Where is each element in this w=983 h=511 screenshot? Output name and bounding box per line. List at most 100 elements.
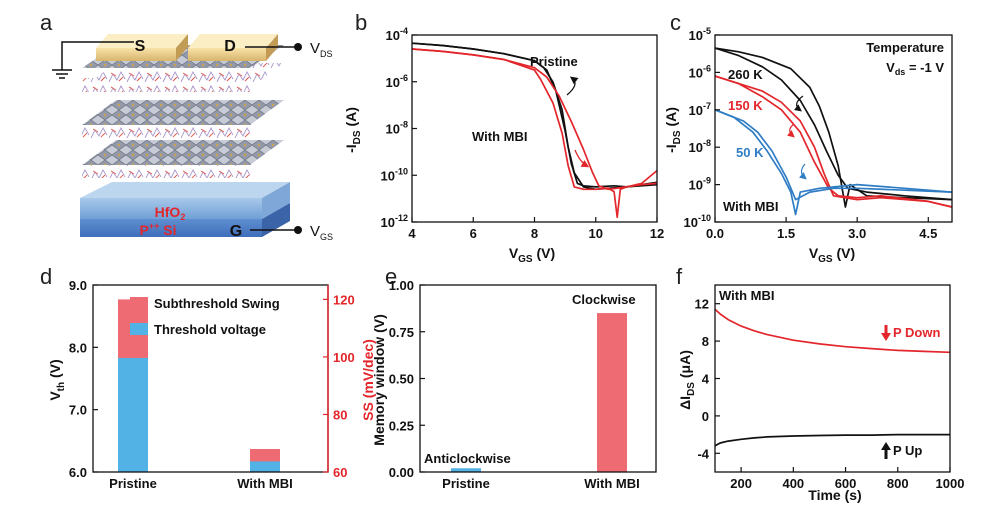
- c-plot-area: 0.0 1.5 3.0 4.5 10-5 10-6 10-7 10-8 10-9 10-10: [684, 26, 953, 241]
- vds-terminal-icon: [294, 43, 302, 51]
- b-sweep-arrow-red-icon: [574, 149, 590, 168]
- f-annotation-p-up: P Up: [893, 443, 922, 458]
- oxide-label: HfO2: [155, 204, 186, 222]
- f-annotation-with-mbi: With MBI: [719, 288, 774, 303]
- c-arrow-50k-icon: [799, 163, 807, 180]
- gate-stack: [80, 182, 290, 237]
- b-xtick-label: 12: [650, 226, 664, 241]
- b-sweep-arrow-icon: [566, 76, 579, 96]
- drain-label: D: [224, 38, 236, 55]
- c-label-50k: 50 K: [736, 145, 764, 160]
- d-y2tick-label: 80: [333, 407, 347, 422]
- e-plot-area: Pristine With MBI 0.00 0.25 0.50 0.75 1.00: [389, 278, 657, 491]
- gate-label: G: [230, 223, 242, 240]
- f-ytick-label: 8: [702, 334, 709, 349]
- f-annotation-p-down: P Down: [893, 325, 940, 340]
- f-xtick-label: 1000: [936, 476, 965, 491]
- c-xtick-label: 4.5: [919, 226, 937, 241]
- d-ytick-label: 6.0: [69, 465, 87, 480]
- d-bar-vth-1: [250, 461, 280, 472]
- c-label-150k: 150 K: [728, 98, 763, 113]
- d-y2tick-label: 120: [333, 292, 355, 307]
- panel-d-vth-ss-bars: d Pristine With MBI 6.0 7.0 8.0 9.0 60 80 100 120…: [40, 264, 376, 491]
- substrate-label: P++ Si: [140, 221, 177, 238]
- b-xtick-label: 10: [589, 226, 603, 241]
- e-ytick-label: 0.25: [389, 418, 414, 433]
- b-xlabel: VGS (V): [509, 245, 555, 265]
- e-ylabel: Memory window (V): [371, 314, 387, 445]
- b-ytick-label: 10-6: [386, 73, 408, 90]
- c-ytick-label: 10-7: [689, 101, 711, 118]
- d-legend-swatch-ss: [130, 297, 148, 309]
- panel-b-transfer-curves: b 4 6 8 10 12 10-4 10-6 10-8 10-10 10-12 Pristine…: [343, 10, 664, 265]
- panel-letter-f: f: [676, 264, 683, 289]
- e-ytick-label: 1.00: [389, 278, 414, 293]
- e-ytick-label: 0.00: [389, 465, 414, 480]
- b-xtick-label: 4: [408, 226, 416, 241]
- f-xtick-label: 400: [782, 476, 804, 491]
- vgs-terminal-icon: [294, 226, 302, 234]
- c-series-4: [714, 109, 953, 216]
- panel-letter-a: a: [40, 10, 53, 35]
- e-bar-1: [597, 313, 627, 472]
- c-annotation-vds: Vds = -1 V: [886, 60, 944, 77]
- c-ylabel: -IDS (A): [663, 107, 683, 153]
- b-series-3: [411, 48, 658, 219]
- hfo2-layer: [80, 198, 262, 219]
- panel-f-retention: f 200 400 600 800 1000 -4 0 4 8 12 With MBI P Dow…: [676, 264, 964, 503]
- source-label: S: [135, 38, 146, 55]
- c-series-1: [714, 47, 953, 208]
- b-xtick-label: 8: [531, 226, 538, 241]
- f-ytick-label: 4: [702, 372, 710, 387]
- f-xtick-label: 800: [887, 476, 909, 491]
- c-ytick-label: 10-10: [684, 213, 711, 230]
- b-annotation-pristine: Pristine: [530, 54, 578, 69]
- c-label-260k: 260 K: [728, 67, 763, 82]
- e-category-label: Pristine: [442, 476, 490, 491]
- c-arrow-260k-icon: [794, 95, 804, 112]
- f-ylabel: ΔIDS (μA): [677, 350, 697, 410]
- panel-a-schematic: a S D: [40, 10, 333, 242]
- ground-wire: [61, 41, 134, 70]
- e-bar-0: [451, 468, 481, 472]
- f-series-0: [714, 308, 951, 354]
- panel-letter-b: b: [355, 10, 367, 35]
- c-series-5: [714, 109, 953, 201]
- d-ytick-label: 8.0: [69, 340, 87, 355]
- c-xtick-label: 1.5: [777, 226, 795, 241]
- c-frame: [714, 34, 953, 223]
- perovskite-layers: [82, 45, 284, 178]
- d-bar-vth-0: [118, 357, 148, 472]
- d-y2tick-label: 60: [333, 465, 347, 480]
- b-ytick-label: 10-10: [381, 166, 408, 183]
- f-arrow-down-icon: [881, 333, 891, 341]
- panel-e-memory-window-bars: e Pristine With MBI 0.00 0.25 0.50 0.75 1.00 A…: [371, 264, 657, 491]
- e-ytick-label: 0.75: [389, 325, 414, 340]
- b-xtick-label: 6: [470, 226, 477, 241]
- c-ytick-label: 10-8: [689, 138, 711, 155]
- b-ytick-label: 10-12: [381, 213, 408, 230]
- d-legend-swatch-vth: [130, 323, 148, 335]
- f-xtick-label: 600: [835, 476, 857, 491]
- d-category-label: With MBI: [237, 476, 292, 491]
- d-legend-vth: Threshold voltage: [154, 322, 266, 337]
- d-ytick-label: 9.0: [69, 278, 87, 293]
- panel-letter-c: c: [670, 10, 681, 35]
- e-ytick-label: 0.50: [389, 372, 414, 387]
- f-plot-area: 200 400 600 800 1000 -4 0 4 8 12: [695, 284, 965, 491]
- f-ytick-label: 12: [695, 297, 709, 312]
- b-annotation-with-mbi: With MBI: [472, 129, 527, 144]
- c-xtick-label: 0.0: [706, 226, 724, 241]
- f-ytick-label: 0: [702, 409, 709, 424]
- si-substrate: [80, 219, 262, 237]
- d-y2tick-label: 100: [333, 350, 355, 365]
- c-xlabel: VGS (V): [809, 245, 855, 265]
- f-xlabel: Time (s): [808, 487, 861, 503]
- c-series-2: [714, 75, 953, 208]
- ground-icon: [52, 69, 72, 79]
- d-plot-area: Pristine With MBI 6.0 7.0 8.0 9.0 60 80 100 120: [69, 278, 355, 491]
- d-legend: Subthreshold Swing Threshold voltage: [130, 296, 280, 337]
- f-xtick-label: 200: [730, 476, 752, 491]
- d-y2label: SS (mV/dec): [360, 339, 376, 421]
